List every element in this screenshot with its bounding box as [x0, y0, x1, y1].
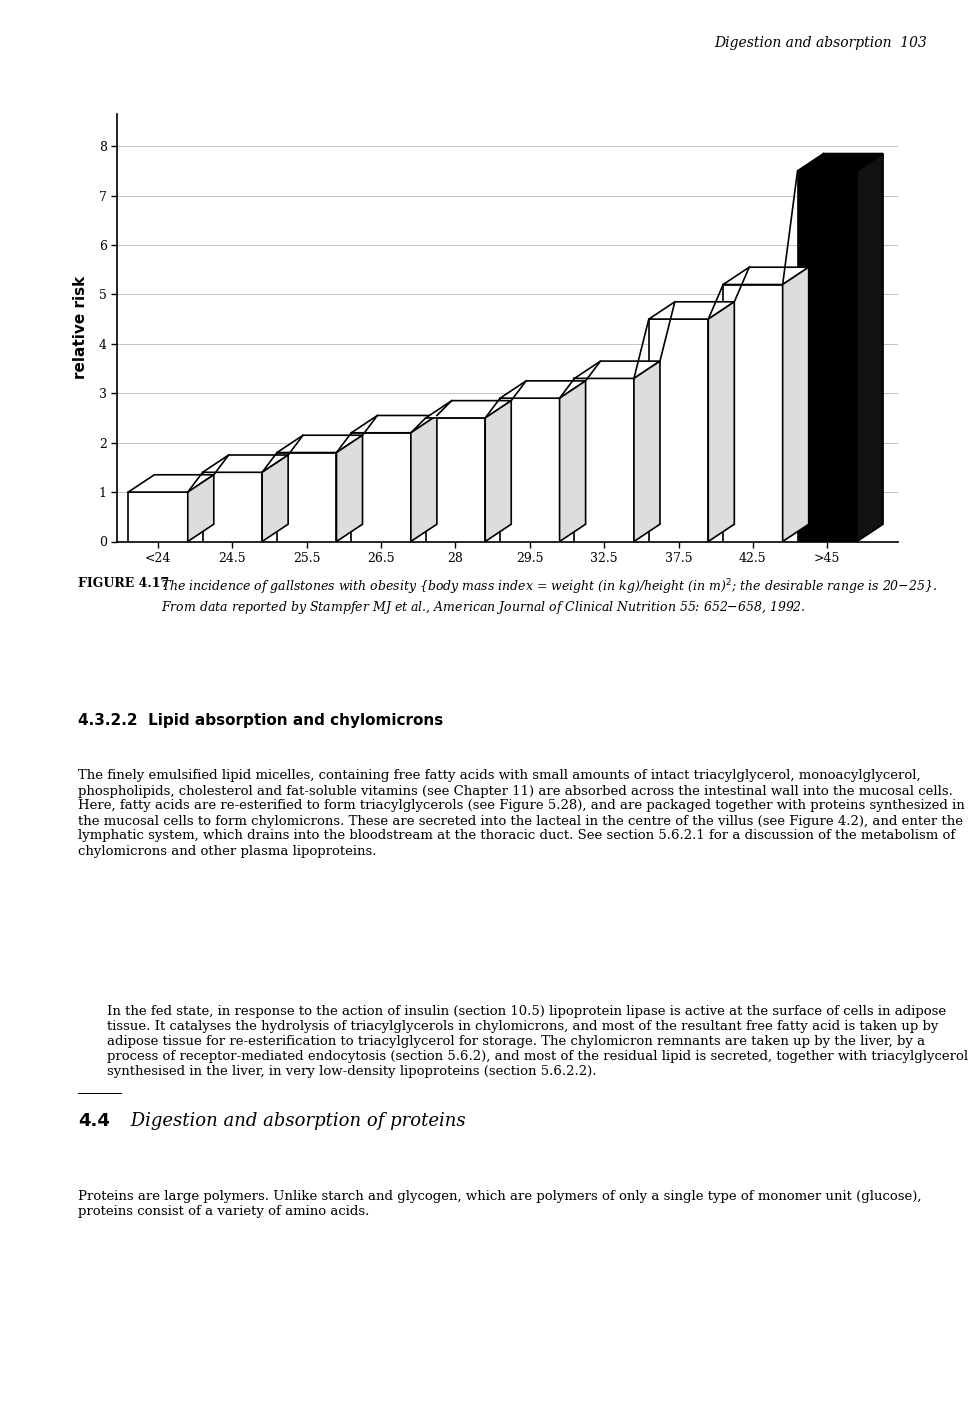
Polygon shape [277, 435, 362, 453]
Text: Proteins are large polymers. Unlike starch and glycogen, which are polymers of o: Proteins are large polymers. Unlike star… [78, 1190, 921, 1218]
Bar [426, 418, 485, 542]
Text: 4.3.2.2  Lipid absorption and chylomicrons: 4.3.2.2 Lipid absorption and chylomicron… [78, 712, 443, 728]
Polygon shape [709, 302, 734, 542]
Bar [128, 492, 187, 542]
Polygon shape [857, 154, 883, 542]
Text: 4.4: 4.4 [78, 1112, 110, 1130]
Polygon shape [128, 475, 214, 492]
Bar [797, 171, 857, 542]
Polygon shape [411, 416, 437, 542]
Text: Digestion and absorption  103: Digestion and absorption 103 [714, 36, 927, 50]
Bar [351, 433, 411, 542]
Bar [500, 398, 559, 542]
Polygon shape [575, 361, 660, 379]
Text: The finely emulsified lipid micelles, containing free fatty acids with small amo: The finely emulsified lipid micelles, co… [78, 770, 965, 858]
Y-axis label: relative risk: relative risk [72, 276, 88, 379]
Polygon shape [797, 154, 883, 171]
Polygon shape [187, 475, 214, 542]
Bar [723, 285, 783, 542]
Polygon shape [263, 455, 288, 542]
Polygon shape [783, 268, 809, 542]
Text: Digestion and absorption of proteins: Digestion and absorption of proteins [125, 1112, 466, 1130]
Polygon shape [500, 380, 586, 398]
Polygon shape [559, 380, 586, 542]
Polygon shape [426, 400, 511, 418]
Text: The incidence of gallstones with obesity {body mass index = weight (in kg)/heigh: The incidence of gallstones with obesity… [161, 577, 937, 616]
Text: In the fed state, in response to the action of insulin (section 10.5) lipoprotei: In the fed state, in response to the act… [107, 1005, 968, 1077]
Bar [203, 472, 263, 542]
Text: FIGURE 4.17: FIGURE 4.17 [78, 577, 169, 590]
Polygon shape [351, 416, 437, 433]
Polygon shape [649, 302, 734, 319]
Bar [649, 319, 709, 542]
Polygon shape [485, 400, 511, 542]
Polygon shape [634, 361, 660, 542]
Bar [277, 453, 337, 542]
Polygon shape [337, 435, 362, 542]
Bar [575, 379, 634, 542]
Polygon shape [203, 455, 288, 472]
Polygon shape [723, 268, 809, 285]
